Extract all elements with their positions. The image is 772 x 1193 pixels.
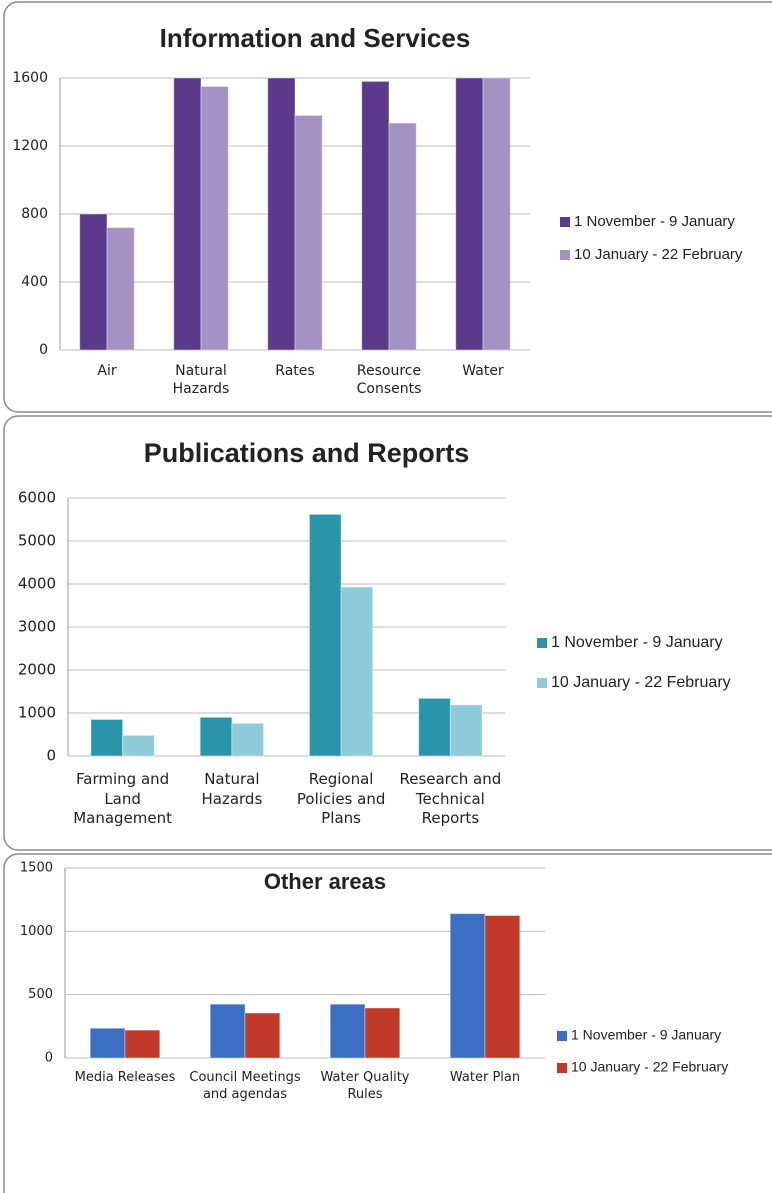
bar — [449, 704, 483, 757]
chart-title: Publications and Reports — [144, 438, 470, 468]
legend-label: 10 January - 22 February — [551, 674, 731, 691]
x-tick-label: Regional Policies and Plans — [296, 770, 386, 827]
x-tick-label: Council Meetings and agendas — [189, 1070, 301, 1102]
y-tick-label: 1200 — [12, 138, 48, 154]
y-tick-label: 0 — [46, 747, 56, 765]
x-tick-label: Research and Technical Reports — [399, 770, 502, 827]
y-tick-label: 6000 — [18, 489, 56, 507]
legend-label: 10 January - 22 February — [571, 1059, 728, 1075]
y-tick-label: 4000 — [18, 575, 56, 593]
bar — [418, 697, 451, 757]
legend-label: 1 November - 9 January — [574, 213, 735, 230]
x-tick-label: Natural Hazards — [201, 770, 263, 808]
bar — [106, 227, 135, 351]
y-tick-label: 0 — [45, 1051, 53, 1066]
bar — [244, 1012, 281, 1059]
legend-swatch — [557, 1031, 567, 1041]
legend-label: 10 January - 22 February — [574, 246, 743, 263]
bar — [89, 1027, 126, 1059]
bar — [364, 1007, 401, 1059]
x-tick-label: Rates — [275, 363, 315, 379]
bar — [482, 77, 511, 351]
bar — [361, 80, 390, 351]
bar — [79, 213, 108, 351]
bar — [231, 722, 265, 757]
bar — [388, 122, 417, 351]
legend-label: 1 November - 9 January — [571, 1027, 721, 1043]
bar — [308, 513, 342, 757]
x-tick-label: Media Releases — [74, 1070, 176, 1085]
x-tick-label: Water Plan — [449, 1070, 521, 1085]
bar — [124, 1029, 161, 1059]
bar — [484, 915, 521, 1059]
chart-title: Information and Services — [160, 23, 471, 53]
bar — [329, 1003, 366, 1059]
y-tick-label: 5000 — [18, 532, 56, 550]
y-tick-label: 0 — [39, 342, 48, 358]
x-tick-label: Natural Hazards — [172, 363, 230, 398]
panel — [3, 853, 772, 1193]
legend-label: 1 November - 9 January — [551, 634, 723, 651]
bar — [449, 913, 486, 1059]
panel — [3, 1, 772, 413]
legend-swatch — [537, 638, 547, 648]
y-tick-label: 1600 — [12, 70, 48, 86]
legend-swatch — [560, 217, 570, 227]
bar — [340, 586, 374, 757]
bar — [90, 718, 124, 757]
y-tick-label: 3000 — [18, 618, 56, 636]
y-tick-label: 1000 — [18, 704, 56, 722]
bar — [455, 77, 484, 351]
y-tick-label: 1500 — [20, 861, 53, 876]
chart-title: Other areas — [264, 869, 386, 894]
legend-swatch — [557, 1063, 567, 1073]
bar — [173, 77, 202, 351]
legend-swatch — [537, 678, 547, 688]
y-tick-label: 400 — [21, 274, 48, 290]
y-tick-label: 500 — [28, 987, 53, 1002]
x-tick-label: Air — [97, 363, 117, 379]
y-tick-label: 1000 — [20, 924, 53, 939]
legend-swatch — [560, 250, 570, 260]
bar — [294, 114, 323, 351]
bar — [267, 77, 296, 351]
y-tick-label: 800 — [21, 206, 48, 222]
x-tick-label: Resource Consents — [356, 363, 422, 398]
x-tick-label: Water Quality Rules — [320, 1070, 410, 1102]
bar — [209, 1003, 246, 1059]
x-tick-label: Water — [462, 363, 504, 379]
bar — [122, 734, 155, 757]
bar — [200, 86, 229, 351]
y-tick-label: 2000 — [18, 661, 56, 679]
panel — [3, 415, 772, 851]
x-tick-label: Farming and Land Management — [73, 770, 173, 827]
bar — [199, 716, 233, 757]
